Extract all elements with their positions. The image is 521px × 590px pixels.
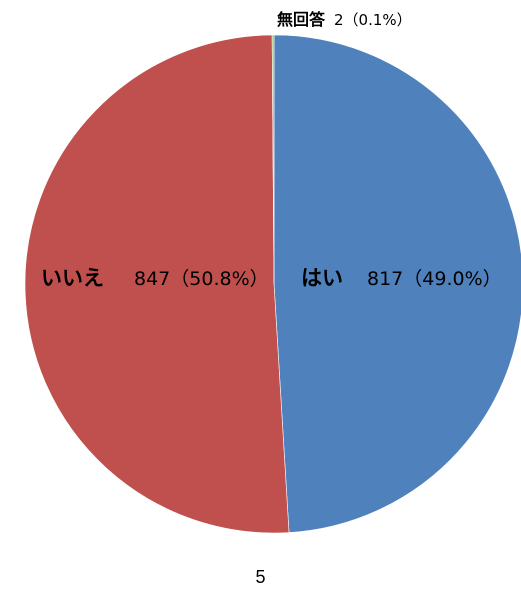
slice-label-no: いいえ 847（50.8%） <box>41 266 269 290</box>
pie-slice-no-answer <box>271 34 275 285</box>
page-number: 5 <box>255 567 266 587</box>
slice-label-no-answer-name: 無回答 <box>277 10 326 29</box>
slice-label-no-answer-value: 2（0.1%） <box>334 11 412 29</box>
slice-label-no-answer: 無回答 2（0.1%） <box>277 10 412 29</box>
slice-label-yes-name: はい <box>301 266 343 290</box>
slice-label-no-name: いいえ <box>41 266 104 290</box>
slice-label-no-value: 847（50.8%） <box>134 268 269 290</box>
slice-label-yes: はい 817（49.0%） <box>301 266 502 290</box>
pie-slices <box>24 34 521 534</box>
pie-slice-yes <box>273 34 521 533</box>
pie-slice-no <box>24 34 290 534</box>
slice-label-yes-value: 817（49.0%） <box>367 268 502 290</box>
